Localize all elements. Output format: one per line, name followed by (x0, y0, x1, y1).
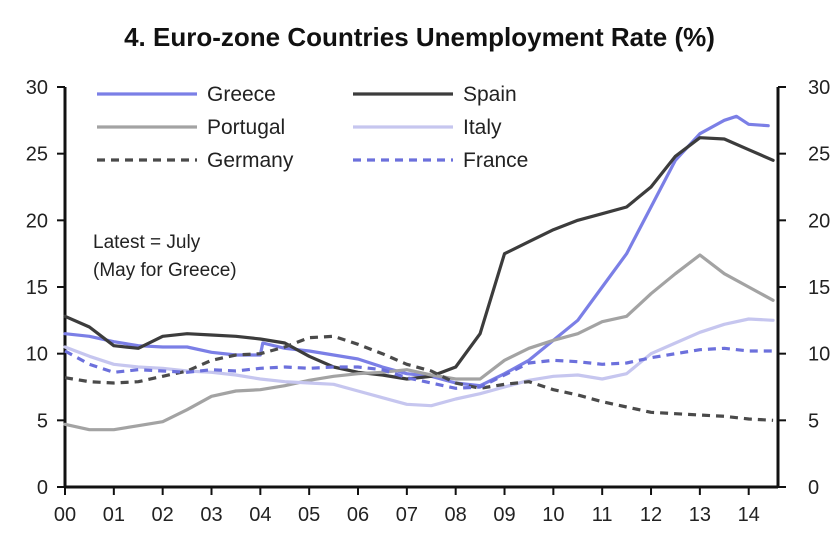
x-tick-label: 01 (103, 504, 125, 526)
x-tick-label: 09 (493, 504, 515, 526)
legend-label-portugal: Portugal (207, 116, 285, 139)
series-line-france (64, 346, 774, 390)
y-tick-label-left: 20 (26, 210, 48, 232)
y-tick-label-right: 25 (808, 144, 830, 166)
series-group (63, 114, 775, 432)
y-tick-label-right: 5 (808, 410, 819, 432)
y-tick-label-right: 0 (808, 477, 819, 499)
x-tick-label: 08 (445, 504, 467, 526)
y-tick-label-left: 30 (26, 77, 48, 99)
legend-label-italy: Italy (463, 116, 502, 139)
x-tick-label: 07 (396, 504, 418, 526)
chart-title: 4. Euro-zone Countries Unemployment Rate… (124, 22, 715, 52)
series-line-portugal (63, 253, 775, 432)
x-tick-label: 14 (738, 504, 760, 526)
x-tick-label: 10 (542, 504, 564, 526)
x-tick-label: 00 (54, 504, 76, 526)
x-tick-label: 12 (640, 504, 662, 526)
annotation-group: Latest = July (May for Greece) (93, 232, 237, 281)
x-tick-label: 03 (200, 504, 222, 526)
x-tick-label: 11 (592, 504, 613, 526)
y-tick-label-left: 10 (26, 344, 48, 366)
y-tick-label-right: 20 (808, 210, 830, 232)
x-tick-label: 13 (689, 504, 711, 526)
annotation-line: Latest = July (93, 232, 201, 253)
y-tick-label-left: 25 (26, 144, 48, 166)
annotation-line: (May for Greece) (93, 260, 237, 281)
y-tick-label-left: 0 (37, 477, 48, 499)
legend-label-germany: Germany (207, 149, 294, 172)
series-line-spain (63, 136, 775, 381)
series-line-germany (64, 334, 774, 422)
legend-label-spain: Spain (463, 83, 517, 106)
x-tick-label: 06 (347, 504, 369, 526)
y-tick-label-left: 5 (37, 410, 48, 432)
x-tick-label: 02 (152, 504, 174, 526)
legend-label-france: France (463, 149, 528, 172)
y-tick-label-right: 15 (808, 277, 830, 299)
series-line-italy (63, 317, 775, 408)
series-line-greece (63, 114, 770, 388)
legend: Greece Spain Portugal Italy Germany France (97, 83, 528, 172)
y-tick-label-left: 15 (26, 277, 48, 299)
x-tick-label: 05 (298, 504, 320, 526)
legend-label-greece: Greece (207, 83, 276, 106)
x-tick-label: 04 (249, 504, 271, 526)
y-tick-label-right: 30 (808, 77, 830, 99)
y-tick-label-right: 10 (808, 344, 830, 366)
